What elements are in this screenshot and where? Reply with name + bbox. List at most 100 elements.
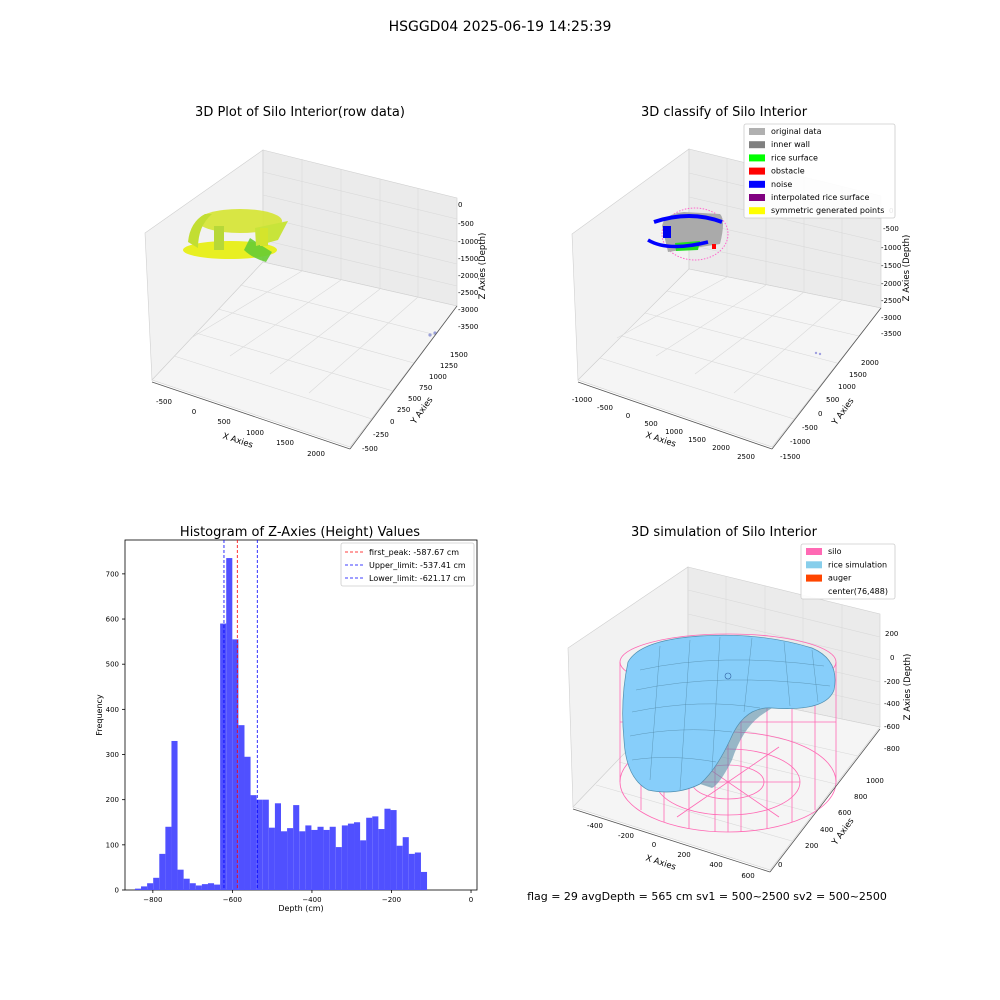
histogram-ytick-label: 700 (106, 570, 119, 578)
simulation-legend-label: rice simulation (828, 560, 887, 569)
raw-ztick: -3500 (458, 323, 478, 331)
classify-legend-label: rice surface (771, 153, 818, 162)
histogram-bar (396, 845, 403, 890)
histogram-bar (347, 823, 355, 890)
histogram-bar (335, 847, 342, 890)
histogram-title: Histogram of Z-Axies (Height) Values (180, 525, 420, 540)
histogram-ytick-label: 600 (106, 616, 119, 624)
raw-ztick: 0 (458, 201, 462, 209)
raw-xtick-labels: -500 0 500 1000 1500 2000 (156, 398, 325, 458)
simulation-xlabel: X Axies (644, 853, 677, 872)
histogram-legend-label: Lower_limit: -621.17 cm (369, 574, 466, 583)
simulation-legend-items: silo rice simulation auger center(76,488) (806, 547, 888, 596)
simulation-ytick: 600 (838, 809, 851, 817)
classify-legend-swatch (749, 167, 765, 175)
histogram-bar (195, 885, 202, 890)
histogram-bar (183, 878, 190, 890)
simulation-ztick: -800 (884, 745, 900, 753)
raw-panel: 3D Plot of Silo Interior(row data) (144, 105, 488, 458)
classify-legend-swatch (749, 128, 765, 135)
histogram-xtick-label: −800 (143, 896, 162, 904)
histogram-legend-label: Upper_limit: -537.41 cm (369, 561, 466, 570)
histogram-bar (372, 816, 379, 890)
simulation-ytick: 200 (805, 842, 818, 850)
raw-post-1 (214, 226, 224, 250)
histogram-xtick-label: 0 (469, 896, 473, 904)
classify-legend-label: interpolated rice surface (771, 193, 869, 202)
classify-legend-swatch (749, 194, 765, 201)
raw-x-axis (151, 381, 351, 450)
classify-ytick: 2000 (861, 359, 879, 367)
simulation-zlabel: Z Axies (Depth) (903, 654, 913, 721)
raw-ztick: -2500 (458, 289, 478, 297)
classify-legend-swatch (749, 141, 765, 149)
classify-symmetric-cylinder (661, 207, 729, 261)
simulation-center-marker (724, 672, 732, 680)
classify-noise-block (663, 226, 671, 238)
classify-legend-label: original data (771, 127, 822, 136)
simulation-xtick: 200 (677, 851, 690, 859)
classify-legend: original data inner wall rice surface obsta… (743, 123, 896, 219)
simulation-rice-shadow (700, 707, 772, 788)
histogram-bar (384, 808, 391, 890)
classify-xtick: 1000 (665, 428, 683, 436)
raw-ytick: 0 (390, 418, 394, 426)
histogram-bar (299, 831, 306, 890)
histogram-bar (153, 877, 160, 890)
histogram-bar (329, 826, 336, 890)
histogram-bar (366, 817, 373, 890)
raw-xtick: 1500 (276, 439, 294, 447)
histogram-bars (134, 558, 428, 890)
histogram-bar (165, 826, 172, 890)
figure-suptitle: HSGGD04 2025-06-19 14:25:39 (389, 19, 612, 35)
raw-zlabel: Z Axies (Depth) (478, 233, 488, 300)
raw-ztick: -500 (458, 220, 474, 228)
simulation-xtick: -200 (618, 832, 634, 840)
raw-xtick: 1000 (246, 429, 264, 437)
classify-legend-label: noise (771, 180, 792, 189)
histogram-ytick-label: 200 (106, 796, 119, 804)
raw-xtick: 2000 (307, 450, 325, 458)
histogram-bar (159, 853, 166, 890)
raw-ytick: 1000 (429, 373, 447, 381)
histogram-bar (311, 829, 318, 890)
status-line: flag = 29 avgDepth = 565 cm sv1 = 500~25… (527, 890, 887, 903)
classify-xtick: 2000 (712, 444, 730, 452)
histogram-bar (317, 826, 324, 890)
raw-ytick: -500 (362, 445, 378, 453)
histogram-bar (250, 795, 257, 890)
histogram-bar (268, 827, 275, 890)
histogram-bar (354, 822, 361, 890)
histogram-bar (171, 740, 178, 890)
histogram-bar (274, 803, 281, 890)
simulation-ztick: -400 (884, 700, 900, 708)
histogram-bar (323, 829, 330, 890)
classify-legend-label: inner wall (771, 140, 810, 149)
histogram-bar (238, 725, 245, 890)
histogram-bar (378, 829, 385, 890)
histogram-bar (147, 883, 154, 890)
raw-ztick: -3000 (458, 306, 478, 314)
classify-legend-frame (743, 123, 896, 219)
simulation-legend: silo rice simulation auger center(76,488) (800, 543, 896, 600)
classify-xtick: -1000 (572, 396, 592, 404)
histogram-bar (402, 837, 409, 890)
simulation-xtick-labels: -400 -200 0 200 400 600 (587, 822, 755, 880)
classify-legend-label: symmetric generated points (771, 206, 884, 215)
simulation-legend-frame (800, 543, 896, 600)
classify-legend-label: obstacle (771, 167, 805, 176)
classify-noise-arc-lower (647, 238, 709, 249)
classify-y-axis (771, 307, 882, 450)
raw-ytick-labels: -500 -250 0 250 500 750 1000 1250 1500 (362, 351, 468, 453)
raw-ztick: -1000 (458, 238, 478, 246)
simulation-xtick: 400 (709, 861, 722, 869)
simulation-x-axis (572, 808, 771, 873)
histogram-bar (262, 799, 269, 890)
histogram-bar (256, 799, 263, 890)
histogram-bar (390, 810, 397, 890)
raw-ztick: -2000 (458, 272, 478, 280)
classify-xtick: 0 (626, 412, 630, 420)
histogram-bar (141, 886, 148, 890)
raw-xtick: 0 (192, 408, 196, 416)
